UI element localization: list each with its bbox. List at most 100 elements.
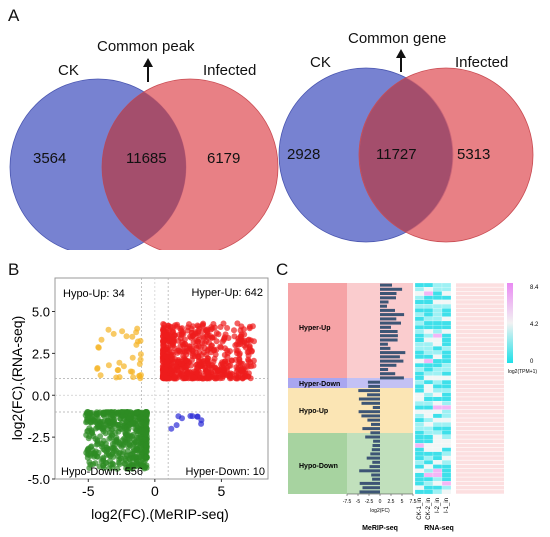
heat-cell [432, 451, 443, 457]
venn-left-only-infected: 6179 [207, 150, 241, 167]
scatter-point [221, 366, 228, 373]
heat-cell [432, 422, 443, 427]
heat-cell [441, 417, 452, 423]
venn-left-only-ck: 3564 [33, 150, 67, 167]
row-label [456, 481, 504, 486]
heat-cell [441, 379, 452, 385]
scatter-point [233, 375, 240, 382]
x-tick-label: -5 [82, 483, 95, 499]
colorbar-label: log2(TPM+1) [508, 369, 537, 375]
heat-column-label: CK-1_in [417, 498, 423, 520]
bar [367, 418, 380, 422]
scatter-point [196, 359, 203, 366]
scatter-point [203, 327, 210, 334]
heat-cell [423, 282, 434, 288]
band-hyper-down [288, 378, 347, 388]
row-label [456, 447, 504, 452]
scatter-point [132, 462, 139, 469]
scatter-point [199, 340, 205, 347]
scatter-point [117, 455, 124, 462]
heat-cell [432, 413, 443, 419]
row-label [456, 401, 504, 406]
scatter-point [192, 329, 199, 336]
heat-cell [414, 316, 425, 322]
heat-cell [441, 371, 452, 376]
bar [380, 313, 405, 317]
heat-cell [432, 434, 443, 440]
scatter-point [170, 339, 177, 346]
row-label [456, 443, 504, 448]
scatter-point [225, 363, 232, 369]
heat-cell [423, 358, 434, 364]
heat-cell [441, 341, 452, 347]
scatter-point [218, 371, 225, 378]
heat-cell [414, 333, 425, 338]
heat-cell [423, 375, 434, 381]
bar [380, 342, 388, 346]
heat-cell [441, 388, 452, 393]
scatter-point [128, 411, 135, 418]
venn-right-overlap-count: 11727 [376, 146, 417, 163]
scatter-point [228, 375, 235, 382]
heat-cell [423, 447, 434, 452]
venn-left-common-label: Common peak [97, 38, 195, 55]
scatter-point [245, 370, 252, 377]
scatter-point [204, 369, 211, 376]
scatter-point [168, 425, 175, 432]
scatter-point [224, 325, 231, 331]
heat-cell [423, 329, 434, 334]
scatter-series [94, 325, 144, 382]
heat-cell [423, 341, 434, 347]
scatter-point [176, 358, 183, 365]
scatter-point [190, 374, 197, 381]
heat-cell [432, 299, 443, 305]
scatter-point [100, 446, 107, 453]
heat-cell [423, 295, 434, 301]
bar [380, 334, 398, 338]
scatter-point [181, 347, 188, 354]
scatter-point [90, 433, 97, 440]
row-label [456, 460, 504, 465]
row-label [456, 346, 504, 351]
heat-cell [414, 375, 425, 381]
heat-cell [441, 481, 452, 486]
venn-left-ck-label: CK [58, 62, 79, 79]
heat-cell [423, 468, 434, 474]
heat-cell [414, 401, 425, 406]
scatter-point [205, 355, 212, 362]
heat-cell [432, 430, 443, 436]
scatter-point [105, 362, 112, 369]
venn-left-overlap-count: 11685 [126, 150, 167, 167]
group-label-hyper-down: Hyper-Down [299, 381, 340, 388]
scatter-point [133, 409, 139, 416]
heat-cell [441, 312, 452, 317]
bar [365, 435, 380, 439]
heat-cell [423, 287, 434, 292]
scatter-point [109, 412, 116, 419]
heat-cell [441, 443, 452, 448]
bar-tick-label: 7.5 [410, 499, 417, 505]
scatter-point [212, 375, 219, 382]
scatter-point [161, 371, 168, 377]
row-label [456, 291, 504, 296]
heat-cell [441, 422, 452, 427]
bar-tick-label: -2.5 [365, 499, 374, 505]
colorbar-max: 8.4 [530, 285, 539, 291]
heat-cell [423, 396, 434, 402]
scatter-point [120, 363, 127, 370]
scatter-point [171, 332, 178, 339]
heat-cell [423, 426, 434, 431]
scatter-point [187, 413, 194, 419]
bar-tick-label: 2.5 [388, 499, 395, 505]
scatter-point [242, 344, 249, 351]
heat-cell [432, 358, 443, 364]
venn-right-only-ck: 2928 [287, 146, 321, 163]
scatter-point [182, 375, 189, 382]
heat-cell [441, 468, 452, 474]
heat-cell [423, 472, 434, 478]
row-label [456, 414, 504, 418]
scatter-point [237, 327, 244, 334]
heat-cell [432, 464, 443, 469]
row-label [456, 325, 504, 330]
heat-cell [441, 295, 452, 301]
